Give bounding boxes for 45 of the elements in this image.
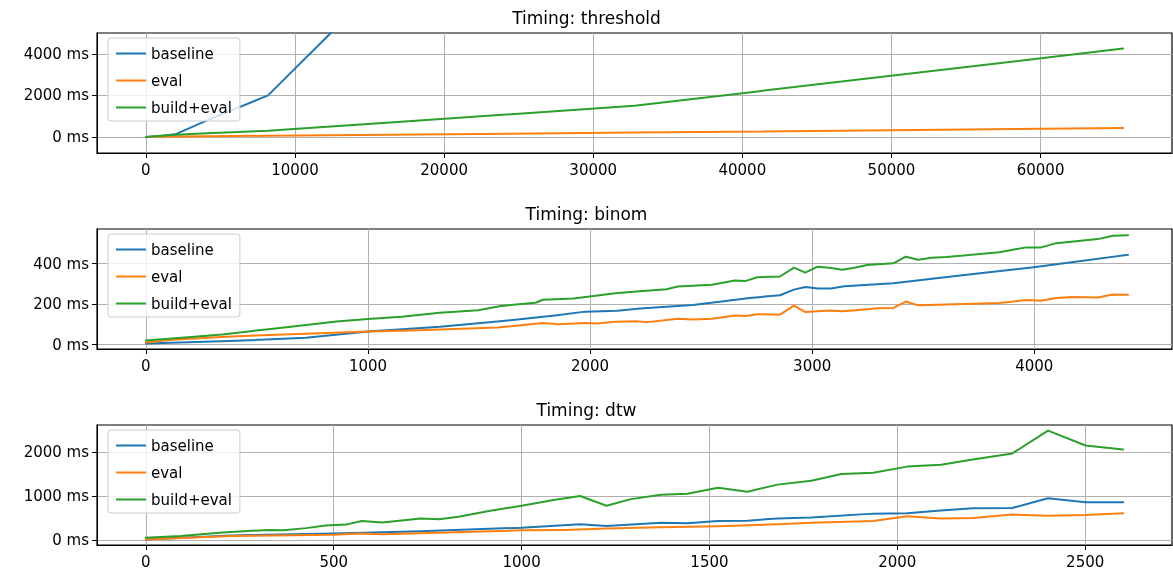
chart-title: Timing: binom — [524, 203, 648, 224]
legend-label: build+eval — [151, 294, 232, 313]
y-tick-label: 4000 ms — [23, 44, 90, 63]
chart-title: Timing: dtw — [535, 399, 637, 420]
line-series — [144, 234, 1130, 342]
x-tick-label: 40000 — [718, 160, 767, 179]
x-tick-label: 50000 — [867, 160, 916, 179]
x-tick-label: 60000 — [1016, 160, 1065, 179]
line-series — [144, 47, 1125, 138]
y-tick-label: 400 ms — [33, 254, 90, 273]
line-series — [144, 512, 1125, 541]
legend-label: eval — [151, 267, 183, 286]
x-tick-label: 1000 — [502, 552, 541, 571]
x-tick-label: 0 — [141, 552, 151, 571]
chart-title: Timing: threshold — [511, 7, 661, 28]
x-tick-label: 4000 — [1015, 356, 1054, 375]
y-tick-label: 200 ms — [33, 295, 90, 314]
x-tick-label: 0 — [141, 160, 151, 179]
legend-label: baseline — [151, 44, 214, 63]
legend-label: baseline — [151, 436, 214, 455]
x-tick-label: 0 — [141, 356, 151, 375]
y-tick-label: 2000 ms — [23, 443, 90, 462]
x-tick-label: 1500 — [690, 552, 729, 571]
legend-label: build+eval — [151, 98, 232, 117]
x-tick-label: 20000 — [420, 160, 468, 179]
legend-label: baseline — [151, 240, 214, 259]
x-tick-label: 30000 — [569, 160, 618, 179]
legend-label: eval — [151, 71, 183, 90]
y-tick-label: 0 ms — [52, 127, 90, 146]
y-tick-label: 0 ms — [52, 335, 90, 354]
x-tick-label: 3000 — [793, 356, 832, 375]
line-series — [144, 293, 1130, 344]
legend-label: build+eval — [151, 490, 232, 509]
x-tick-label: 10000 — [271, 160, 319, 179]
line-series — [144, 253, 1130, 345]
x-tick-label: 500 — [319, 552, 349, 571]
x-tick-label: 2500 — [1066, 552, 1105, 571]
legend-label: eval — [151, 463, 183, 482]
x-tick-label: 2000 — [570, 356, 610, 375]
y-tick-label: 0 ms — [52, 530, 90, 549]
line-series — [144, 429, 1125, 539]
y-tick-label: 2000 ms — [23, 86, 90, 105]
x-tick-label: 1000 — [348, 356, 388, 375]
y-tick-label: 1000 ms — [23, 487, 90, 506]
x-tick-label: 2000 — [878, 552, 917, 571]
